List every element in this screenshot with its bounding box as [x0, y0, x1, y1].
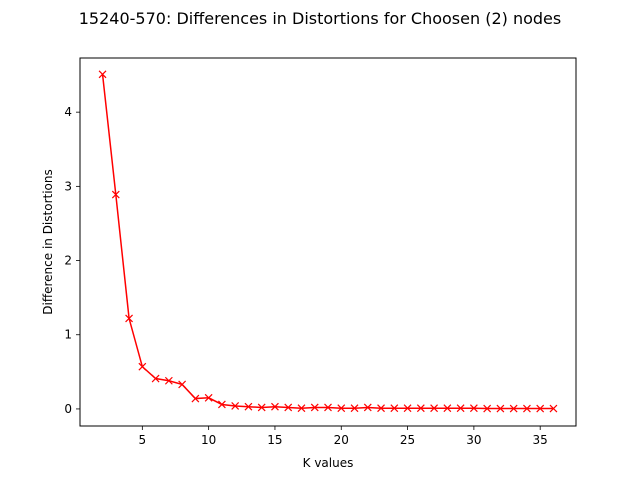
data-point-marker: [297, 404, 306, 413]
data-point-marker: [496, 404, 505, 413]
data-point-marker: [271, 402, 279, 411]
x-tick-label: 5: [139, 433, 147, 447]
data-point-marker: [324, 403, 332, 412]
y-axis: 0 1 2 3 4: [64, 105, 80, 416]
x-tick-label: 35: [533, 433, 548, 447]
data-point-marker: [138, 362, 147, 371]
x-axis-label: K values: [303, 456, 354, 470]
data-point-marker: [337, 404, 346, 413]
data-point-marker: [483, 404, 492, 413]
y-tick-label: 0: [64, 402, 72, 416]
y-axis-label: Difference in Distortions: [41, 169, 55, 314]
data-point-marker: [390, 404, 399, 413]
x-tick-label: 25: [400, 433, 415, 447]
data-point-marker: [416, 404, 425, 413]
data-point-marker: [443, 404, 452, 413]
plot-area: [79, 57, 577, 427]
y-tick-label: 1: [64, 328, 72, 342]
data-point-marker: [403, 404, 412, 413]
data-point-marker: [204, 393, 213, 402]
y-tick-label: 4: [64, 105, 72, 119]
data-point-marker: [377, 404, 385, 413]
data-point-marker: [164, 376, 173, 385]
data-point-marker: [549, 404, 558, 413]
data-point-marker: [469, 404, 478, 413]
data-point-marker: [509, 404, 518, 413]
data-point-marker: [178, 380, 187, 389]
chart-title: 15240-570: Differences in Distortions fo…: [79, 9, 561, 28]
data-point-marker: [257, 403, 266, 412]
data-point-marker: [284, 403, 293, 412]
data-point-marker: [151, 374, 160, 383]
data-point-marker: [244, 402, 253, 411]
x-tick-label: 30: [466, 433, 481, 447]
series-line: [101, 74, 554, 410]
data-point-marker: [430, 404, 439, 413]
data-point-marker: [523, 404, 531, 413]
y-tick-label: 3: [64, 179, 72, 193]
data-point-marker: [231, 402, 240, 410]
data-point-marker: [125, 314, 133, 323]
data-point-marker: [191, 394, 200, 403]
x-tick-label: 10: [201, 433, 216, 447]
data-point-marker: [536, 404, 545, 413]
data-point-marker: [350, 404, 359, 413]
x-tick-label: 20: [334, 433, 349, 447]
x-tick-label: 15: [267, 433, 282, 447]
series-markers: [98, 70, 558, 413]
data-point-marker: [111, 190, 120, 199]
data-point-marker: [363, 403, 372, 412]
data-point-marker: [310, 403, 319, 412]
data-point-marker: [98, 70, 107, 79]
y-tick-label: 2: [64, 254, 72, 268]
data-point-marker: [217, 400, 226, 409]
data-point-marker: [456, 404, 465, 413]
x-axis: 5 10 15 20 25 30 35: [139, 426, 548, 447]
